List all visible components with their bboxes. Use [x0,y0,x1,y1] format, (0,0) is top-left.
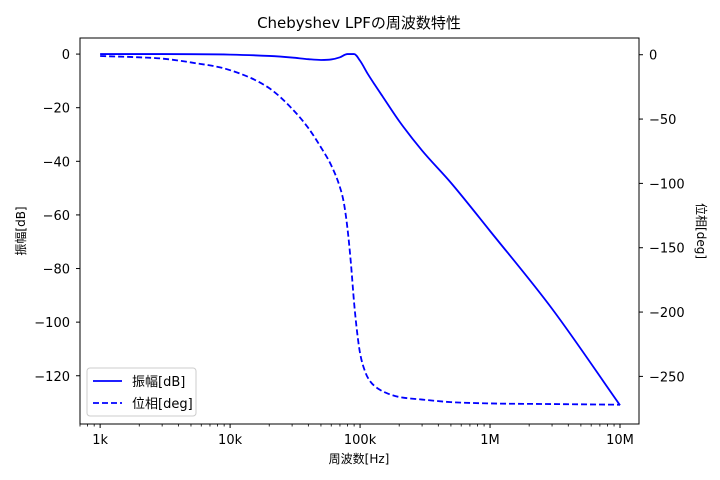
chart-title: Chebyshev LPFの周波数特性 [257,14,461,32]
y-tick-label: −80 [43,263,70,278]
y-tick-label: 0 [62,48,70,63]
y2-tick-label: −150 [649,242,685,257]
legend-label-phase: 位相[deg] [132,397,193,412]
legend: 振幅[dB] 位相[deg] [86,367,197,417]
y-tick-label: −100 [34,316,70,331]
series-line-phase [100,55,621,406]
y-tick-label: −60 [43,209,70,224]
series-line-amplitude [100,53,621,406]
series-layer [100,53,621,406]
y2-tick-label: 0 [649,49,657,64]
y2-tick-label: −200 [649,306,685,321]
x-tick-label: 100k [344,433,377,448]
y2-tick-label: −50 [649,113,676,128]
legend-label-amplitude: 振幅[dB] [132,375,185,390]
y-axis-label: 振幅[dB] [13,206,28,255]
y2-tick-label: −250 [649,370,685,385]
legend-box [86,367,197,417]
x-tick-label: 10M [606,433,634,448]
x-tick-label: 1k [92,433,108,448]
x-tick-label: 1M [480,433,500,448]
y-tick-label: −120 [34,370,70,385]
ticks-layer: 1k 10k 100k 1M 10M 0 −20 −40 −60 −80 −100 −120 0 −50 −… [34,48,684,448]
plot-frame [79,37,640,425]
y2-axis-label: 位相[deg] [694,203,709,259]
x-tick-label: 10k [218,433,243,448]
y-tick-label: −20 [43,102,70,117]
y2-tick-label: −100 [649,177,685,192]
y-tick-label: −40 [43,155,70,170]
x-axis-label: 周波数[Hz] [329,451,390,466]
